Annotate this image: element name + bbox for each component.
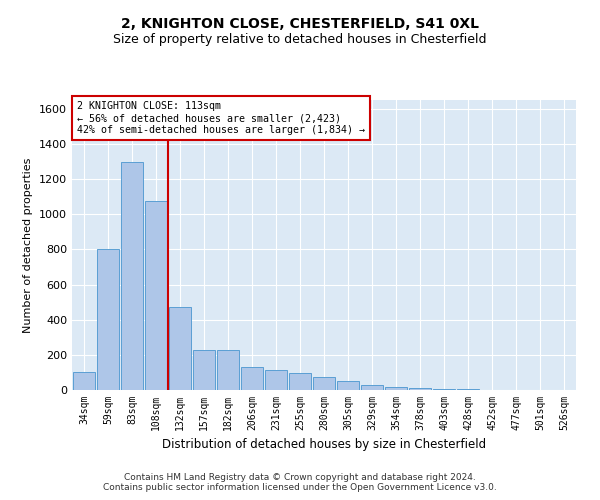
Bar <box>313 377 335 390</box>
Text: 2 KNIGHTON CLOSE: 113sqm
← 56% of detached houses are smaller (2,423)
42% of sem: 2 KNIGHTON CLOSE: 113sqm ← 56% of detach… <box>77 102 365 134</box>
X-axis label: Distribution of detached houses by size in Chesterfield: Distribution of detached houses by size … <box>162 438 486 452</box>
Bar <box>289 374 311 390</box>
Bar <box>217 350 239 390</box>
Bar <box>121 162 143 390</box>
Bar <box>73 372 95 390</box>
Text: 2, KNIGHTON CLOSE, CHESTERFIELD, S41 0XL: 2, KNIGHTON CLOSE, CHESTERFIELD, S41 0XL <box>121 18 479 32</box>
Bar <box>409 388 431 390</box>
Bar <box>145 201 167 390</box>
Bar <box>97 250 119 390</box>
Bar <box>265 370 287 390</box>
Bar <box>193 350 215 390</box>
Text: Size of property relative to detached houses in Chesterfield: Size of property relative to detached ho… <box>113 32 487 46</box>
Y-axis label: Number of detached properties: Number of detached properties <box>23 158 34 332</box>
Bar <box>169 306 191 390</box>
Bar <box>433 389 455 390</box>
Bar <box>361 384 383 390</box>
Text: Contains HM Land Registry data © Crown copyright and database right 2024.
Contai: Contains HM Land Registry data © Crown c… <box>103 473 497 492</box>
Bar <box>385 388 407 390</box>
Bar <box>241 367 263 390</box>
Bar <box>337 381 359 390</box>
